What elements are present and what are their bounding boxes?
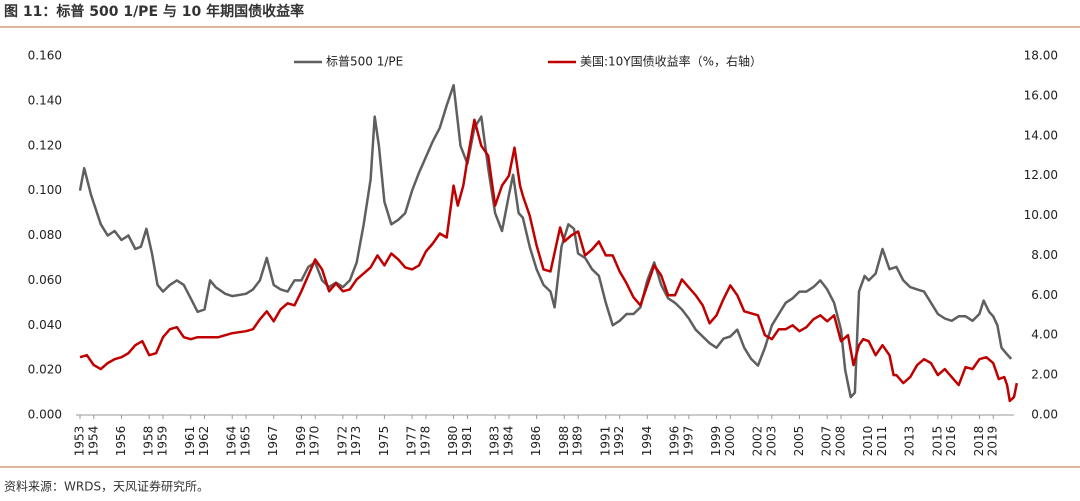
chart-title: 图 11：标普 500 1/PE 与 10 年期国债收益率 xyxy=(4,3,304,20)
x-tick-label: 1962 xyxy=(197,426,211,457)
x-tick-label: 1988 xyxy=(557,426,571,457)
x-tick-label: 1970 xyxy=(308,426,322,457)
x-tick-label: 1967 xyxy=(266,426,280,457)
x-tick-label: 2002 xyxy=(751,426,765,457)
x-tick-label: 1964 xyxy=(225,426,239,457)
x-tick-label: 1978 xyxy=(418,426,432,457)
y2-tick-label: 10.00 xyxy=(1024,208,1058,222)
x-tick-label: 1994 xyxy=(640,426,654,457)
x-tick-label: 1961 xyxy=(183,426,197,457)
y2-tick-label: 18.00 xyxy=(1024,49,1058,63)
y-tick-label: 0.140 xyxy=(28,93,62,107)
x-tick-label: 1956 xyxy=(114,426,128,457)
y2-tick-label: 6.00 xyxy=(1031,288,1058,302)
x-tick-label: 1999 xyxy=(709,426,723,457)
y2-tick-label: 14.00 xyxy=(1024,128,1058,142)
y-tick-label: 0.100 xyxy=(28,183,62,197)
x-tick-label: 1972 xyxy=(335,426,349,457)
x-tick-label: 2000 xyxy=(723,426,737,457)
x-tick-label: 2011 xyxy=(875,426,889,457)
x-tick-label: 2007 xyxy=(820,426,834,457)
y2-tick-label: 0.00 xyxy=(1031,408,1058,422)
y-tick-label: 0.000 xyxy=(28,408,62,422)
x-tick-label: 1969 xyxy=(294,426,308,457)
x-tick-label: 1989 xyxy=(571,426,585,457)
x-tick-label: 1996 xyxy=(667,426,681,457)
x-tick-label: 1965 xyxy=(239,426,253,457)
x-tick-label: 1975 xyxy=(377,426,391,457)
x-tick-label: 1973 xyxy=(349,426,363,457)
x-tick-label: 2018 xyxy=(972,426,986,457)
x-tick-label: 1954 xyxy=(86,426,100,457)
y-tick-label: 0.080 xyxy=(28,228,62,242)
x-tick-label: 2010 xyxy=(861,426,875,457)
x-tick-label: 2019 xyxy=(986,426,1000,457)
y-tick-label: 0.020 xyxy=(28,363,62,377)
x-tick-label: 2016 xyxy=(944,426,958,457)
x-tick-label: 1997 xyxy=(681,426,695,457)
x-tick-label: 1980 xyxy=(446,426,460,457)
x-tick-label: 1981 xyxy=(460,426,474,457)
x-tick-label: 1983 xyxy=(488,426,502,457)
x-tick-label: 1991 xyxy=(598,426,612,457)
y2-tick-label: 16.00 xyxy=(1024,88,1058,102)
x-tick-label: 2005 xyxy=(792,426,806,457)
y2-tick-label: 12.00 xyxy=(1024,168,1058,182)
x-tick-label: 1986 xyxy=(529,426,543,457)
x-tick-label: 2015 xyxy=(930,426,944,457)
y-tick-label: 0.060 xyxy=(28,273,62,287)
x-tick-label: 2008 xyxy=(834,426,848,457)
x-tick-label: 1958 xyxy=(142,426,156,457)
x-tick-label: 2013 xyxy=(903,426,917,457)
series-line xyxy=(78,83,1013,399)
x-tick-label: 1977 xyxy=(405,426,419,457)
x-tick-label: 1984 xyxy=(501,426,515,457)
x-tick-label: 1959 xyxy=(156,426,170,457)
legend-label: 美国:10Y国债收益率（%，右轴） xyxy=(580,54,762,69)
x-tick-label: 1992 xyxy=(612,426,626,457)
y-tick-label: 0.160 xyxy=(28,49,62,63)
legend-label: 标普500 1/PE xyxy=(326,55,403,69)
y-tick-label: 0.120 xyxy=(28,138,62,152)
x-tick-label: 2003 xyxy=(764,426,778,457)
y2-tick-label: 4.00 xyxy=(1031,328,1058,342)
y2-tick-label: 2.00 xyxy=(1031,368,1058,382)
y2-tick-label: 8.00 xyxy=(1031,248,1058,262)
y-tick-label: 0.040 xyxy=(28,318,62,332)
source: 资料来源：WRDS，天风证券研究所。 xyxy=(4,479,209,494)
series-line xyxy=(79,118,1019,403)
x-tick-label: 1953 xyxy=(73,426,87,457)
